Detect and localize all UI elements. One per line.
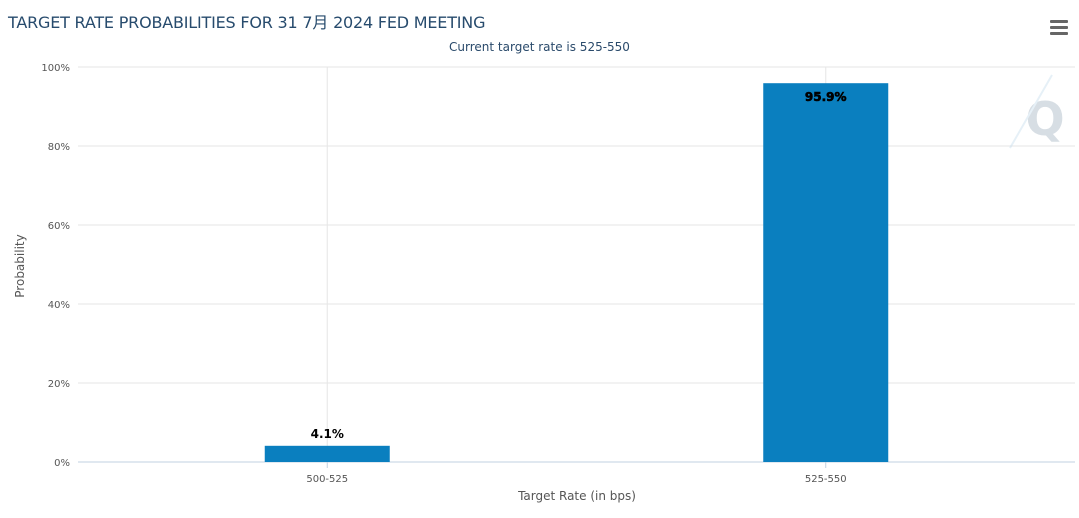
- y-tick-label: 80%: [48, 142, 70, 153]
- x-tick-label: 500-525: [306, 474, 348, 485]
- chart-title: TARGET RATE PROBABILITIES FOR 31 7月 2024…: [8, 13, 486, 32]
- y-tick-label: 100%: [41, 63, 70, 74]
- data-label-500-525: 4.1%: [311, 427, 344, 441]
- y-tick-label: 40%: [48, 300, 70, 311]
- chart-subtitle: Current target rate is 525-550: [449, 40, 630, 54]
- y-axis-title: Probability: [13, 234, 27, 297]
- bar-525-550: [763, 83, 889, 462]
- data-label-525-550: 95.9%: [805, 90, 847, 104]
- watermark-q: Q: [1025, 92, 1064, 146]
- y-tick-label: 60%: [48, 221, 70, 232]
- bars: [264, 83, 889, 462]
- y-axis-ticks: 0% 20% 40% 60% 80% 100%: [41, 63, 70, 469]
- y-tick-label: 0%: [54, 458, 70, 469]
- y-tick-label: 20%: [48, 379, 70, 390]
- watermark-logo: Q: [1009, 74, 1065, 149]
- grid-lines: [78, 66, 1075, 463]
- hamburger-menu-icon[interactable]: [1050, 20, 1068, 36]
- x-axis-title: Target Rate (in bps): [517, 489, 636, 503]
- x-axis-ticks: 500-525 525-550: [306, 462, 847, 485]
- x-tick-label: 525-550: [805, 474, 847, 485]
- bar-500-525: [264, 445, 390, 462]
- data-labels: 4.1% 95.9%: [311, 90, 847, 441]
